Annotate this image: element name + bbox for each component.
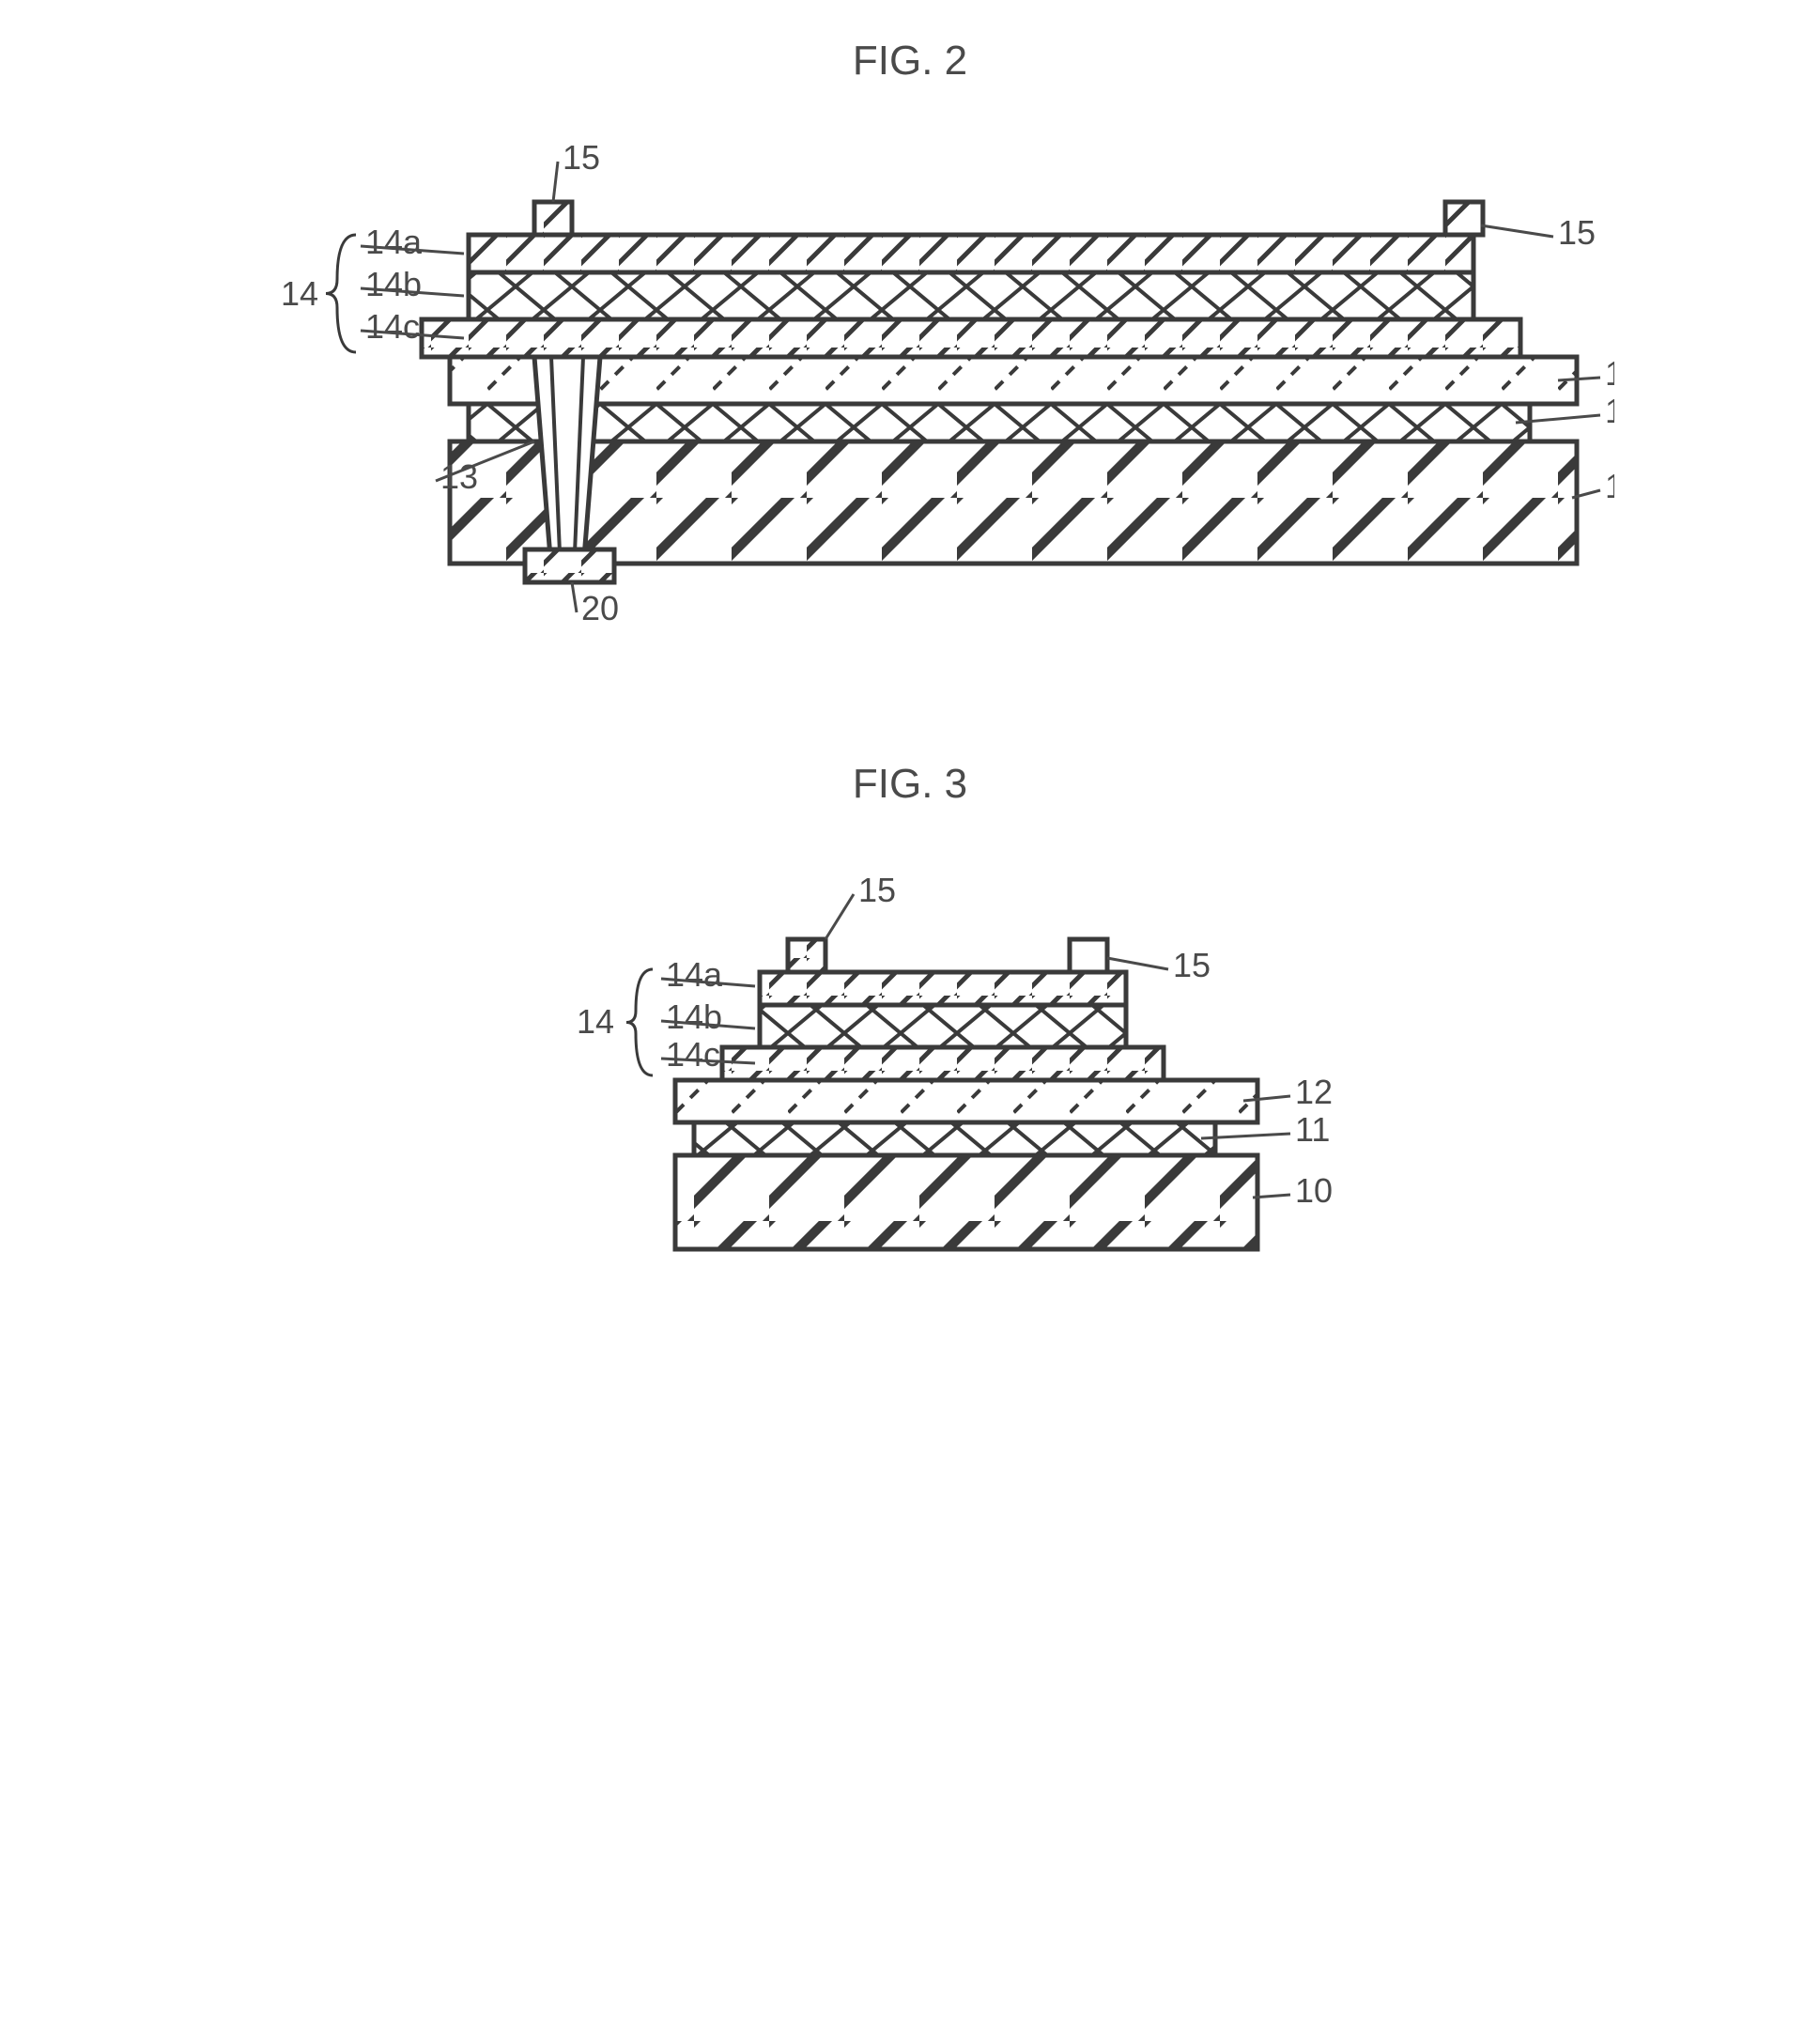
svg-text:11: 11 bbox=[1605, 392, 1614, 430]
svg-text:10: 10 bbox=[1295, 1171, 1333, 1210]
svg-text:15: 15 bbox=[858, 871, 896, 909]
svg-text:12: 12 bbox=[1295, 1073, 1333, 1111]
fig3-title: FIG. 3 bbox=[393, 761, 1427, 808]
svg-text:14a: 14a bbox=[365, 223, 423, 261]
svg-text:14b: 14b bbox=[666, 997, 722, 1036]
svg-text:15: 15 bbox=[1558, 213, 1596, 252]
svg-text:14c: 14c bbox=[666, 1035, 720, 1074]
fig2-svg: 15 15 14a 14b 14c 14 13 20 1211 10 bbox=[206, 122, 1614, 648]
svg-text:14a: 14a bbox=[666, 955, 723, 994]
svg-text:14: 14 bbox=[281, 274, 318, 313]
svg-text:12: 12 bbox=[1605, 354, 1614, 393]
svg-text:20: 20 bbox=[581, 589, 619, 627]
svg-text:15: 15 bbox=[563, 138, 600, 177]
fig2-title: FIG. 2 bbox=[206, 38, 1614, 85]
svg-text:10: 10 bbox=[1605, 467, 1614, 505]
figure-container: FIG. 2 151514a14b14c141320121110 FIG. 3 … bbox=[38, 38, 1782, 1296]
svg-text:14: 14 bbox=[577, 1002, 614, 1041]
fig3-svg: 15 15 14a14b14c 14 1211 10 bbox=[393, 845, 1427, 1296]
figure-2: FIG. 2 15 15 14a 14b 14c 14 13 20 1211 10 bbox=[206, 38, 1614, 648]
svg-text:14c: 14c bbox=[365, 307, 420, 346]
figure-3: FIG. 3 15 15 14a14b14c 14 1211 10 bbox=[393, 761, 1427, 1296]
svg-text:15: 15 bbox=[1173, 946, 1211, 984]
svg-text:13: 13 bbox=[440, 457, 478, 496]
svg-text:11: 11 bbox=[1295, 1110, 1330, 1149]
svg-text:14b: 14b bbox=[365, 265, 422, 303]
